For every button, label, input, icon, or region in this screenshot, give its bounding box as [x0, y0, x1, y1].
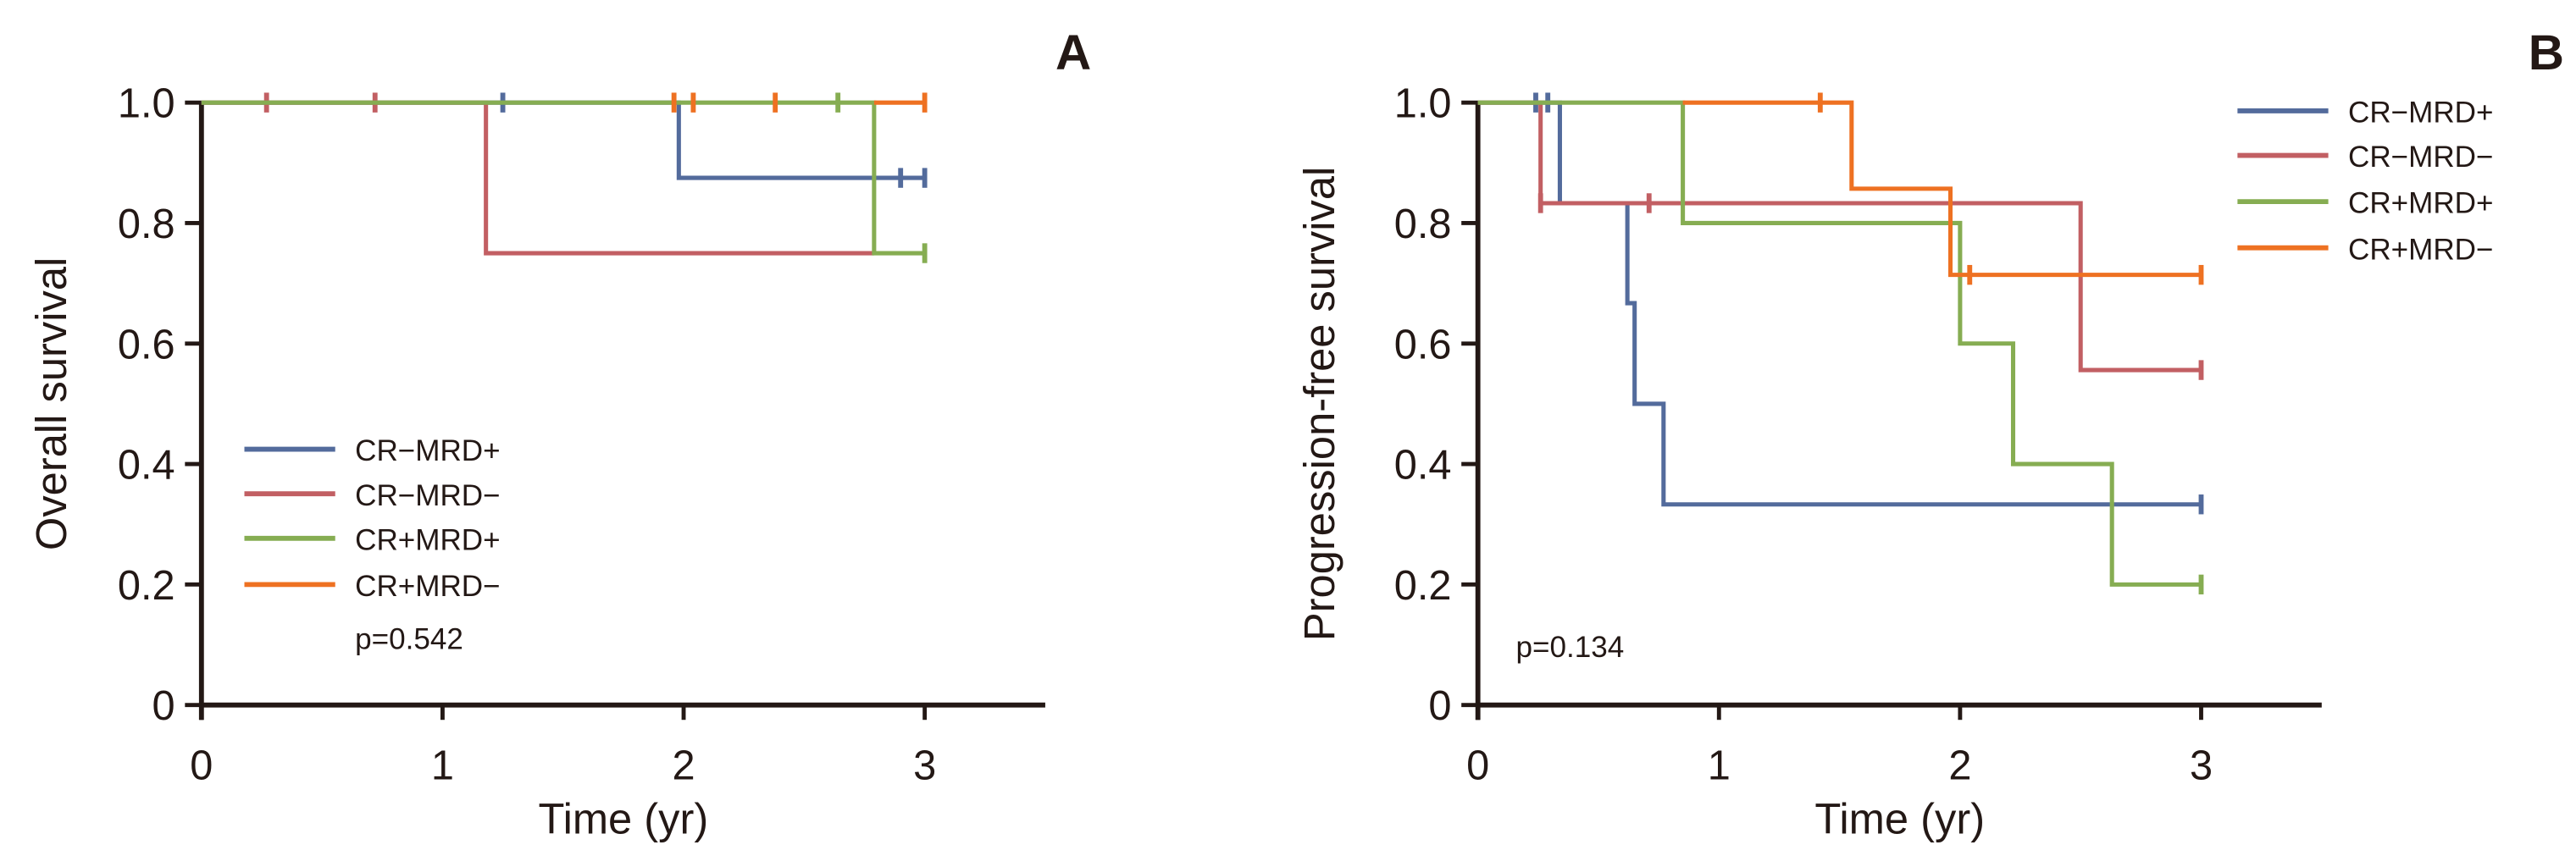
y-tick-label: 0	[152, 683, 175, 729]
legend-item: CR+MRD+	[2237, 187, 2494, 220]
series-cr-mrd-	[201, 92, 928, 263]
panel-label: A	[1055, 25, 1091, 80]
legend-item: CR+MRD+	[244, 523, 501, 556]
y-tick-label: 0.6	[118, 322, 175, 367]
x-tick-label: 1	[431, 743, 454, 788]
legend-label: CR−MRD+	[355, 434, 501, 467]
x-tick-label: 3	[913, 743, 936, 788]
panel-a: 0 1 2 3 0 0.2 0.4 0.6 0.8 1.0 Time (yr) Overall sur…	[27, 25, 1091, 843]
x-axis-title: Time (yr)	[1814, 795, 1985, 843]
series-cr-mrd-	[201, 92, 874, 256]
series-cr-mrd-	[1477, 92, 2204, 515]
p-value-annotation: p=0.134	[1516, 631, 1625, 664]
x-tick-label: 1	[1708, 743, 1731, 788]
y-tick-label: 1.0	[1394, 81, 1452, 127]
survival-curve	[201, 100, 925, 180]
series-cr-mrd-	[671, 92, 928, 113]
panel-b: 0 1 2 3 0 0.2 0.4 0.6 0.8 1.0 Time (yr) Progression…	[1295, 25, 2564, 843]
legend-item: CR−MRD+	[2237, 97, 2494, 130]
x-tick-label: 2	[1948, 743, 1971, 788]
y-tick-label: 0.4	[118, 443, 175, 489]
legend-label: CR−MRD−	[2348, 141, 2494, 174]
x-tick-label: 2	[672, 743, 695, 788]
y-tick-label: 0.8	[118, 202, 175, 247]
y-tick-label: 0	[1428, 683, 1451, 729]
x-tick-label: 3	[2190, 743, 2213, 788]
y-tick-label: 0.6	[1394, 322, 1452, 367]
x-tick-label: 0	[190, 743, 213, 788]
legend-label: CR−MRD−	[355, 479, 501, 512]
y-tick-label: 0.2	[1394, 563, 1452, 609]
legend-label: CR+MRD+	[355, 523, 501, 556]
y-tick-label: 0.8	[1394, 202, 1452, 247]
y-axis-title: Overall survival	[27, 257, 75, 550]
legend-item: CR−MRD−	[244, 479, 501, 512]
y-tick-label: 0.4	[1394, 443, 1452, 489]
x-tick-label: 0	[1466, 743, 1489, 788]
series-cr-mrd-	[1477, 100, 2204, 595]
survival-curve	[1477, 100, 2202, 373]
series-cr-mrd-	[1477, 100, 2204, 380]
legend-label: CR+MRD−	[2348, 233, 2494, 266]
series-cr-mrd-	[1682, 92, 2204, 285]
legend-label: CR+MRD−	[355, 570, 501, 603]
legend-label: CR+MRD+	[2348, 187, 2494, 220]
legend-item: CR+MRD−	[2237, 233, 2494, 266]
survival-curve	[201, 100, 925, 256]
survival-curve	[1477, 100, 2202, 587]
y-tick-label: 0.2	[118, 563, 175, 609]
legend-item: CR−MRD−	[2237, 141, 2494, 174]
survival-curve	[1477, 100, 2202, 507]
y-tick-label: 1.0	[118, 81, 175, 127]
y-axis-title: Progression-free survival	[1295, 167, 1343, 641]
survival-curve	[1682, 100, 2202, 278]
x-axis-title: Time (yr)	[539, 795, 709, 843]
legend-item: CR−MRD+	[244, 434, 501, 467]
legend-item: CR+MRD−	[244, 570, 501, 603]
legend-label: CR−MRD+	[2348, 97, 2494, 130]
panel-label: B	[2529, 25, 2564, 80]
series-cr-mrd-	[201, 92, 928, 188]
p-value-annotation: p=0.542	[355, 622, 463, 655]
